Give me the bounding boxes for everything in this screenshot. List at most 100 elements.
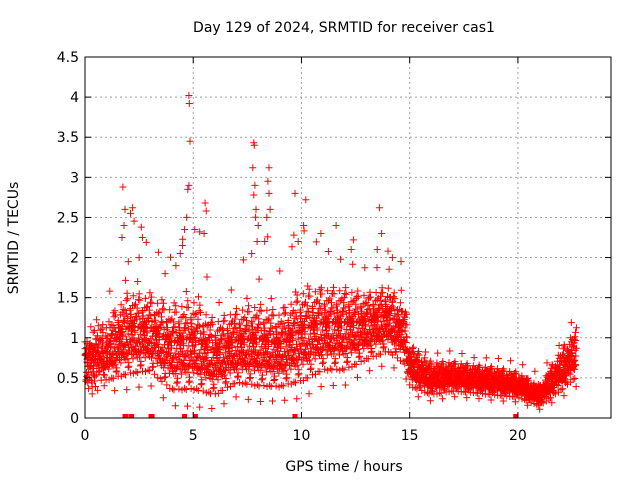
data-point — [240, 341, 248, 349]
data-point — [303, 315, 311, 322]
data-point — [127, 311, 135, 318]
data-point — [191, 226, 199, 233]
data-point — [145, 306, 153, 314]
data-point — [403, 333, 411, 341]
data-point — [369, 301, 377, 308]
data-point — [572, 328, 579, 336]
data-point — [163, 350, 171, 358]
data-point — [93, 316, 101, 324]
data-point — [265, 164, 273, 172]
data-point — [161, 270, 169, 278]
data-point — [393, 337, 401, 345]
data-point — [329, 382, 337, 389]
data-point — [372, 340, 380, 348]
data-point — [279, 382, 287, 390]
data-point — [548, 399, 556, 407]
data-point — [287, 365, 295, 373]
data-point — [482, 354, 490, 362]
data-point — [484, 390, 492, 398]
data-point — [295, 370, 303, 378]
data-point — [306, 292, 314, 300]
data-point — [191, 311, 199, 319]
data-point — [106, 287, 114, 295]
data-point — [236, 350, 244, 358]
data-point — [294, 371, 302, 379]
data-point — [511, 398, 519, 406]
data-point — [321, 314, 329, 322]
data-point — [281, 396, 289, 404]
data-point — [460, 388, 468, 395]
data-point — [316, 368, 324, 376]
data-point — [120, 370, 128, 378]
data-point — [572, 324, 580, 332]
data-point — [134, 296, 142, 304]
data-point — [135, 290, 143, 298]
data-point — [125, 362, 133, 370]
data-point — [255, 275, 263, 283]
data-point — [111, 387, 119, 395]
data-point — [268, 311, 276, 319]
data-point — [250, 191, 258, 199]
data-point — [324, 248, 332, 255]
data-point — [181, 226, 189, 233]
data-point — [233, 310, 241, 318]
data-point — [390, 364, 398, 372]
data-point — [195, 307, 203, 315]
data-point — [373, 246, 381, 253]
data-point — [129, 292, 137, 300]
x-tick-label: 10 — [293, 428, 311, 444]
data-point — [256, 398, 264, 405]
data-point — [354, 373, 361, 381]
data-point — [117, 301, 125, 309]
data-point — [388, 254, 396, 262]
data-point — [111, 307, 119, 315]
y-tick-label: 2 — [70, 251, 79, 267]
data-point — [341, 381, 349, 389]
data-point — [344, 357, 351, 365]
data-point — [401, 313, 409, 321]
data-point — [328, 299, 335, 307]
data-point — [253, 238, 261, 245]
data-point — [94, 322, 102, 330]
axis-ticks: 0 0.5 1 1.5 2 2.5 3 3.5 4 4.5 0 5 10 15 20 — [57, 50, 611, 444]
data-point — [252, 205, 260, 213]
data-point — [127, 318, 135, 326]
data-point — [98, 325, 106, 333]
data-point — [207, 319, 215, 326]
data-point — [311, 288, 319, 296]
data-point — [256, 321, 264, 328]
data-point — [137, 223, 145, 231]
data-point — [356, 352, 364, 360]
data-point — [172, 262, 180, 270]
data-point — [288, 325, 296, 333]
data-point — [267, 319, 275, 327]
data-point — [151, 341, 159, 349]
data-point — [211, 332, 219, 339]
data-point — [305, 356, 313, 364]
data-point — [338, 365, 346, 373]
data-point — [198, 364, 206, 372]
data-point — [169, 330, 177, 338]
data-point — [91, 372, 99, 380]
data-point — [278, 331, 286, 339]
data-point — [384, 284, 392, 292]
data-point — [251, 367, 258, 375]
data-point — [110, 313, 118, 321]
data-point — [252, 213, 260, 221]
data-point — [571, 333, 579, 341]
data-point — [451, 393, 459, 401]
data-point — [519, 361, 527, 369]
data-point — [100, 370, 108, 378]
data-point — [289, 337, 297, 345]
data-point — [360, 345, 368, 353]
data-point — [158, 313, 165, 321]
data-point — [571, 375, 579, 382]
data-point — [277, 344, 285, 352]
data-point — [135, 334, 143, 342]
data-point — [357, 358, 365, 365]
data-point — [336, 287, 344, 295]
data-point — [267, 295, 275, 303]
data-point — [85, 385, 93, 393]
plot-frame — [84, 56, 612, 419]
